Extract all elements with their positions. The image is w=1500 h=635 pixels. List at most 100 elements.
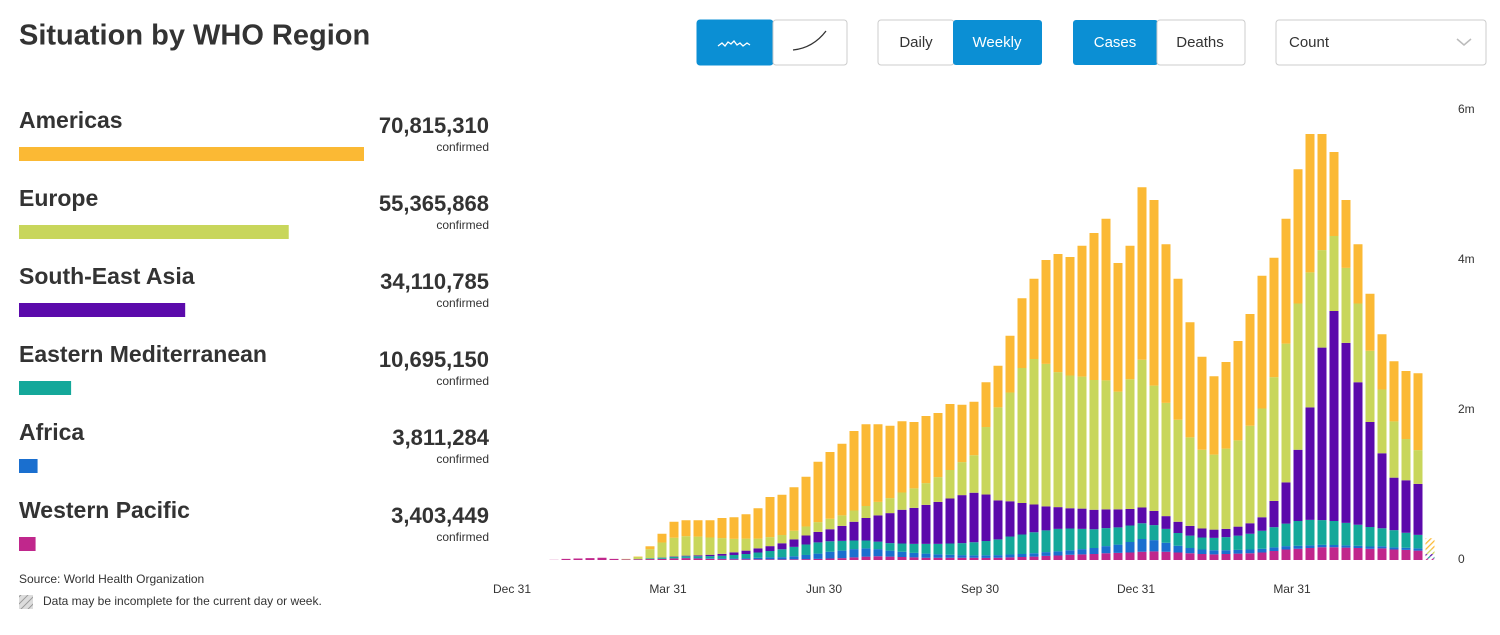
bar-segment — [981, 557, 991, 560]
bar-segment — [909, 552, 919, 558]
bar-segment — [813, 522, 823, 532]
bar-segment — [681, 556, 691, 558]
bar-segment — [837, 550, 847, 559]
bar-segment — [801, 559, 811, 560]
bar-segment — [1017, 503, 1027, 535]
bar-segment — [1053, 507, 1063, 529]
bar-segment — [1197, 537, 1207, 550]
bar-segment — [1101, 218, 1111, 381]
bar-segment — [1245, 425, 1255, 524]
region-total-bar — [19, 225, 289, 239]
bar-segment — [1317, 520, 1327, 545]
bar-segment — [1161, 528, 1171, 543]
region-total: 34,110,785 — [380, 269, 489, 294]
bar-segment — [1041, 555, 1051, 560]
bar-segment — [729, 554, 739, 559]
bar-segment — [1113, 263, 1123, 392]
bar-segment — [885, 543, 895, 551]
bar-segment — [777, 559, 787, 560]
bar-segment — [717, 558, 727, 560]
bar-segment — [1269, 527, 1279, 548]
bar-segment — [1089, 509, 1099, 530]
bar-segment — [693, 558, 703, 560]
bar-segment — [621, 559, 631, 560]
bar-segment — [1413, 548, 1423, 551]
bar-segment — [609, 558, 619, 560]
bar-segment — [897, 492, 907, 510]
bar-segment — [813, 553, 823, 559]
bar-segment — [597, 557, 607, 560]
bar-segment — [873, 424, 883, 502]
bar-segment — [969, 555, 979, 558]
bar-segment — [705, 537, 715, 555]
bar-segment — [1089, 380, 1099, 510]
daily-label: Daily — [899, 34, 933, 51]
bar-segment — [969, 557, 979, 560]
region-total-bar — [19, 459, 38, 473]
bar-segment — [1341, 547, 1351, 560]
bar-segment — [1377, 334, 1387, 390]
bar-segment — [921, 557, 931, 560]
bar-segment — [1149, 200, 1159, 386]
bar-segment — [1233, 549, 1243, 554]
bar-segment — [1401, 439, 1411, 481]
bar-segment — [1329, 521, 1339, 545]
bar-segment — [825, 452, 835, 519]
bar-segment — [1101, 528, 1111, 547]
bar-segment — [1365, 527, 1375, 547]
bar-segment — [873, 541, 883, 550]
bar-segment — [765, 537, 775, 547]
bar-segment — [861, 556, 871, 560]
bar-segment — [1281, 482, 1291, 524]
bar-segment — [813, 461, 823, 523]
bar-segment — [681, 558, 691, 560]
bar-segment — [1137, 507, 1147, 524]
bar-segment — [1245, 553, 1255, 560]
region-total-bar — [19, 303, 186, 317]
bar-segment — [897, 421, 907, 493]
bar-segment — [1017, 368, 1027, 503]
bar-segment — [1221, 448, 1231, 529]
bar-segment — [1401, 480, 1411, 533]
bar-segment — [1173, 419, 1183, 522]
bar-segment — [1257, 530, 1267, 549]
bar-segment — [1221, 537, 1231, 551]
bar-segment — [1317, 347, 1327, 521]
bar-segment — [873, 549, 883, 557]
weekly-button[interactable] — [953, 20, 1042, 65]
bar-segment — [1305, 134, 1315, 273]
bar-segment — [981, 382, 991, 428]
bar-segment — [1413, 373, 1423, 451]
bar-segment — [1401, 532, 1411, 548]
bar-segment — [657, 557, 667, 559]
deaths-button[interactable] — [1156, 19, 1246, 66]
bar-segment — [1257, 408, 1267, 518]
bar-segment — [1185, 553, 1195, 560]
bar-segment — [1245, 314, 1255, 426]
bar-segment — [717, 555, 727, 559]
bar-segment — [1005, 536, 1015, 555]
region-total: 70,815,310 — [379, 113, 489, 138]
dropdown-box[interactable] — [1275, 19, 1487, 66]
bar-segment — [1389, 547, 1399, 550]
bar-segment — [1269, 547, 1279, 551]
bar-segment — [741, 514, 751, 539]
region-total: 55,365,868 — [379, 191, 489, 216]
plot: 0 2m 4m 6m Dec 31 Mar 31 Jun 30 Sep 30 Dec 31 Mar… — [493, 102, 1475, 596]
bar-segment — [753, 538, 763, 549]
measure-dropdown[interactable]: Count — [1275, 19, 1487, 66]
bar-segment — [849, 540, 859, 550]
x-tick-label: Dec 31 — [1117, 582, 1155, 596]
bar-segment — [1257, 548, 1267, 553]
region-total: 3,403,449 — [391, 503, 489, 528]
bar-segment — [801, 554, 811, 560]
cumulative-style-button[interactable] — [772, 19, 848, 66]
bar-segment — [813, 542, 823, 554]
bar-segment — [1173, 552, 1183, 560]
bar-segment — [1281, 549, 1291, 560]
bar-segment — [813, 531, 823, 543]
cases-button[interactable] — [1073, 20, 1158, 65]
bar-segment — [873, 556, 883, 560]
bar-segment — [1317, 134, 1327, 251]
bar-segment — [1149, 385, 1159, 511]
